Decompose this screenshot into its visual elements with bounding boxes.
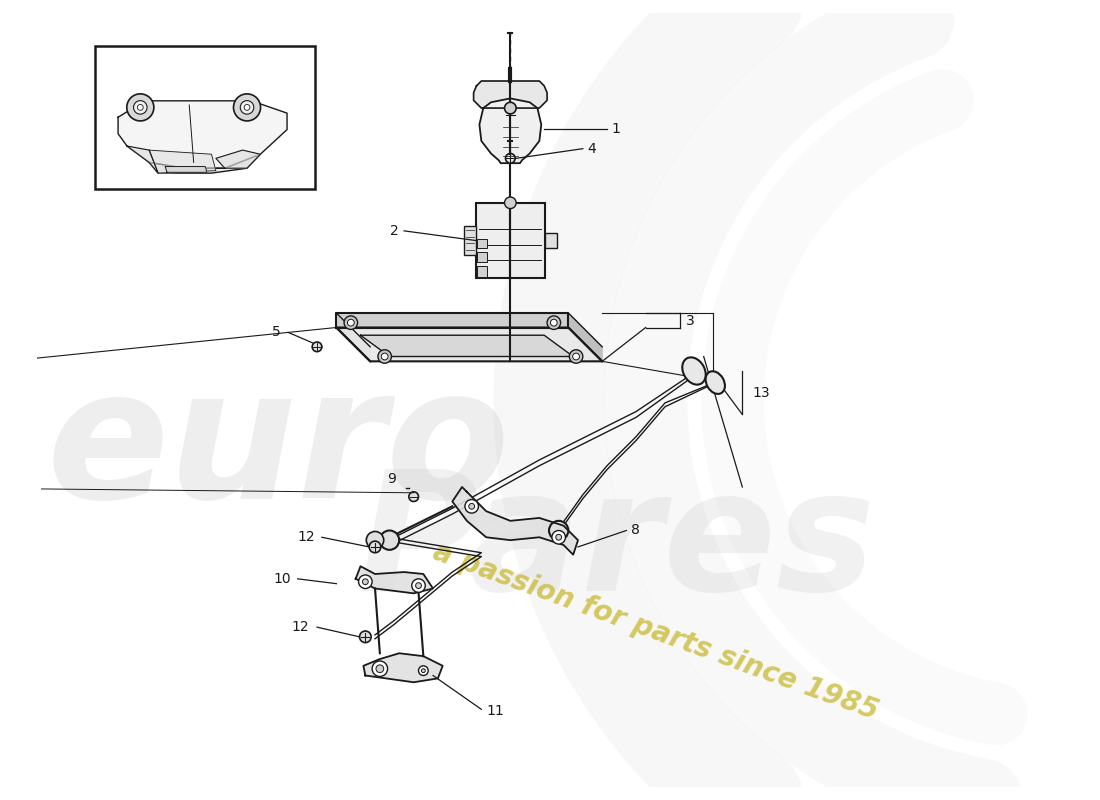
Text: 13: 13: [752, 386, 770, 400]
Bar: [475, 203, 546, 278]
Circle shape: [312, 342, 322, 352]
Text: 9: 9: [387, 472, 396, 486]
Circle shape: [411, 579, 426, 592]
Circle shape: [556, 534, 562, 540]
Polygon shape: [150, 150, 216, 173]
Bar: [546, 233, 557, 248]
Text: 3: 3: [686, 314, 695, 328]
Polygon shape: [126, 146, 158, 173]
Polygon shape: [150, 154, 261, 173]
Circle shape: [370, 541, 381, 553]
Text: 5: 5: [272, 326, 280, 339]
Circle shape: [416, 582, 421, 589]
Ellipse shape: [682, 358, 706, 385]
Text: 8: 8: [631, 523, 640, 538]
Circle shape: [505, 102, 516, 114]
Circle shape: [550, 319, 558, 326]
Text: 2: 2: [390, 224, 399, 238]
Circle shape: [372, 661, 387, 677]
Bar: [464, 226, 475, 255]
Circle shape: [344, 316, 358, 330]
Circle shape: [506, 154, 515, 163]
Circle shape: [233, 94, 261, 121]
Text: a passion for parts since 1985: a passion for parts since 1985: [429, 538, 882, 726]
Text: 10: 10: [273, 572, 290, 586]
Text: 11: 11: [486, 704, 504, 718]
Circle shape: [382, 353, 388, 360]
Circle shape: [126, 94, 154, 121]
Polygon shape: [118, 101, 287, 168]
Polygon shape: [337, 313, 569, 327]
Circle shape: [505, 197, 516, 209]
Circle shape: [138, 105, 143, 110]
Polygon shape: [452, 487, 578, 554]
Circle shape: [362, 579, 369, 585]
Circle shape: [133, 101, 147, 114]
Bar: [477, 238, 487, 248]
Circle shape: [378, 350, 392, 363]
Polygon shape: [361, 335, 573, 357]
Circle shape: [469, 503, 474, 510]
Polygon shape: [355, 566, 433, 594]
Bar: [477, 252, 487, 262]
Text: 1: 1: [612, 122, 620, 136]
Polygon shape: [165, 166, 207, 172]
Polygon shape: [363, 654, 442, 682]
Circle shape: [360, 631, 371, 642]
Circle shape: [418, 666, 428, 675]
Circle shape: [348, 319, 354, 326]
Circle shape: [366, 531, 384, 549]
Text: Pares: Pares: [358, 463, 876, 626]
Ellipse shape: [705, 371, 725, 394]
Polygon shape: [474, 81, 547, 108]
Text: euro: euro: [46, 360, 510, 536]
Circle shape: [409, 492, 418, 502]
Circle shape: [573, 353, 580, 360]
Circle shape: [379, 530, 399, 550]
Circle shape: [421, 669, 426, 673]
Circle shape: [549, 521, 569, 540]
Bar: [477, 266, 487, 278]
Circle shape: [570, 350, 583, 363]
Polygon shape: [480, 98, 541, 163]
Circle shape: [359, 575, 372, 589]
Text: 4: 4: [587, 142, 596, 156]
Text: 12: 12: [292, 620, 309, 634]
Polygon shape: [216, 150, 261, 168]
Circle shape: [552, 530, 565, 544]
Circle shape: [240, 101, 254, 114]
Circle shape: [244, 105, 250, 110]
Text: 12: 12: [297, 530, 315, 544]
Polygon shape: [337, 327, 602, 362]
Circle shape: [376, 665, 384, 673]
Circle shape: [465, 499, 478, 513]
Polygon shape: [569, 313, 602, 362]
Bar: [95, 46, 315, 190]
Polygon shape: [337, 313, 371, 362]
Circle shape: [547, 316, 561, 330]
